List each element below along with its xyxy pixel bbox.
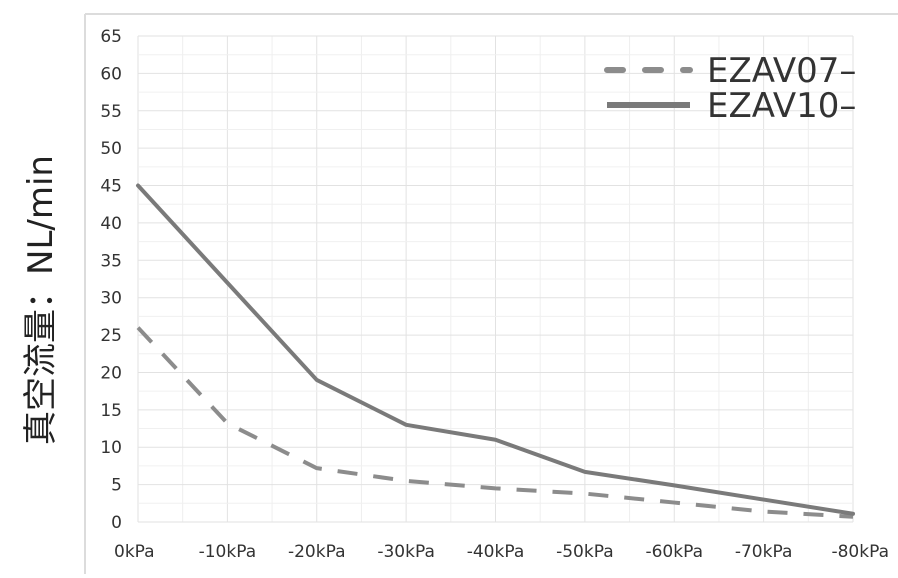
y-tick-label: 35 (100, 251, 122, 271)
series-line-ezav07 (136, 326, 854, 519)
legend-label: EZAV07– (707, 51, 856, 91)
x-tick-label: -60kPa (645, 542, 703, 562)
y-tick-label: 20 (100, 363, 122, 383)
y-tick-label: 60 (100, 64, 122, 84)
x-tick-label: -20kPa (288, 542, 346, 562)
x-tick-label: -30kPa (377, 542, 435, 562)
y-tick-label: 15 (100, 401, 122, 421)
y-tick-label: 55 (100, 102, 122, 122)
x-tick-label: -50kPa (556, 542, 614, 562)
y-tick-label: 50 (100, 139, 122, 159)
y-tick-label: 40 (100, 214, 122, 234)
y-tick-label: 0 (111, 513, 122, 533)
series-line-ezav10 (136, 183, 855, 516)
x-tick-label: -70kPa (735, 542, 793, 562)
y-tick-label: 65 (100, 27, 122, 47)
x-tick-label: -40kPa (467, 542, 525, 562)
y-axis-title: 真空流量：NL/min (21, 155, 61, 445)
y-tick-label: 5 (111, 476, 122, 496)
y-tick-label: 45 (100, 177, 122, 197)
y-tick-label: 25 (100, 326, 122, 346)
legend-label: EZAV10– (707, 86, 856, 126)
x-tick-label: -10kPa (199, 542, 257, 562)
y-tick-label: 10 (100, 438, 122, 458)
x-tick-label: -80kPa (831, 542, 889, 562)
x-tick-label: 0kPa (114, 542, 155, 562)
y-tick-label: 30 (100, 289, 122, 309)
